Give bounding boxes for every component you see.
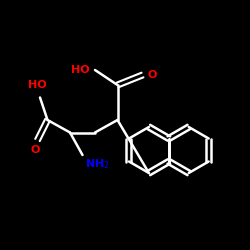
Text: NH$_2$: NH$_2$ bbox=[85, 158, 110, 171]
Text: HO: HO bbox=[28, 80, 47, 90]
Text: HO: HO bbox=[72, 65, 90, 75]
Text: O: O bbox=[30, 145, 40, 155]
Text: O: O bbox=[148, 70, 157, 80]
